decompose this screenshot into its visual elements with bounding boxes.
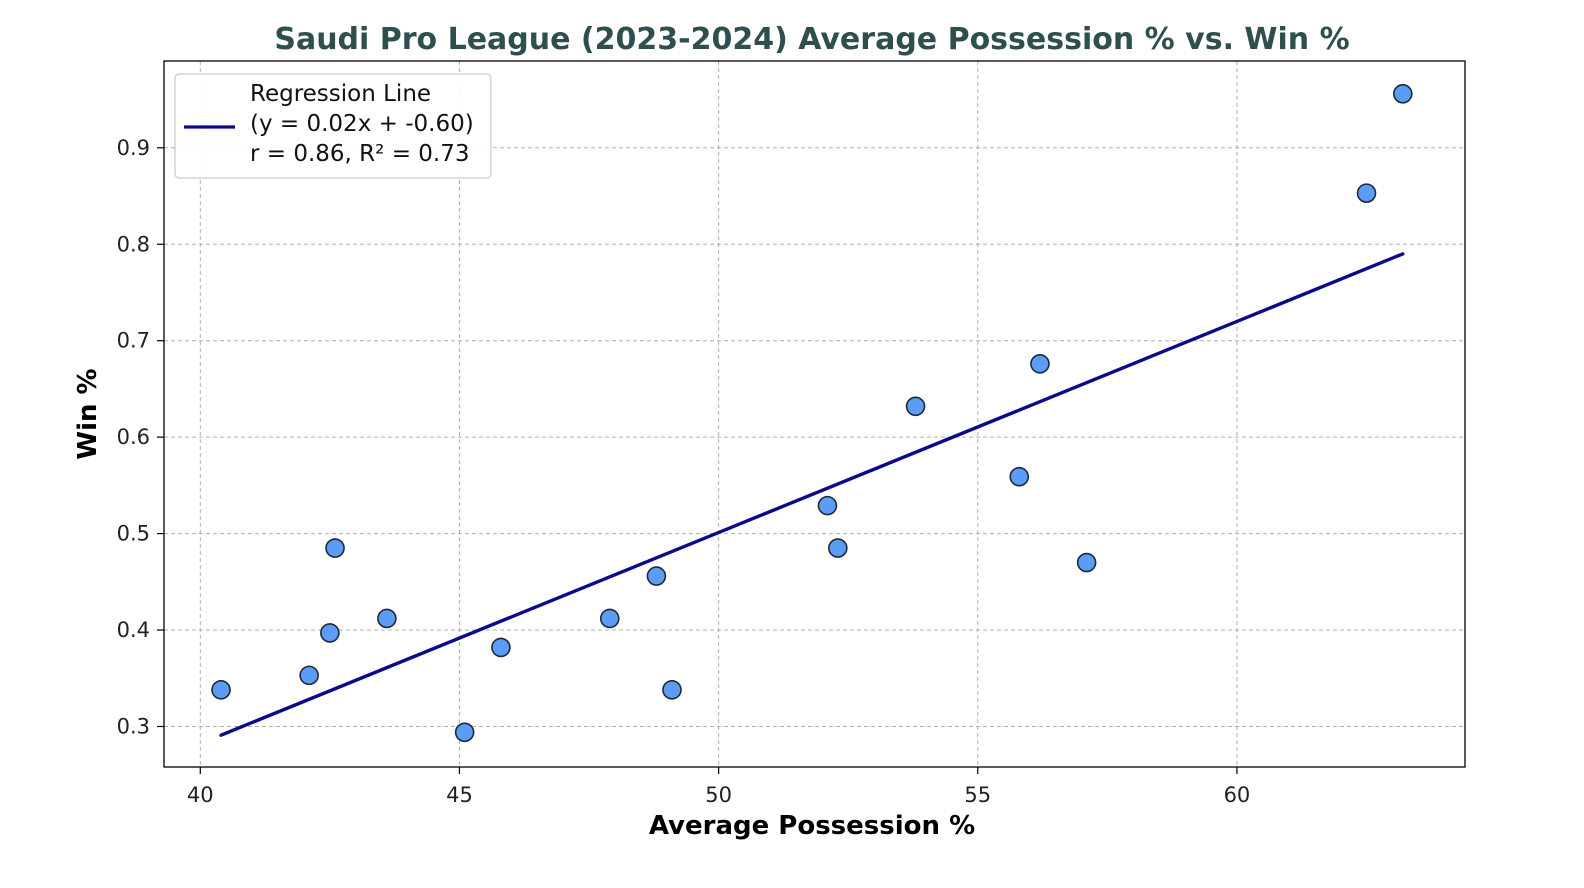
data-point: [454, 722, 475, 743]
data-point: [1076, 552, 1097, 573]
x-tick-label: 50: [705, 783, 732, 807]
data-point: [817, 495, 838, 516]
data-point: [599, 608, 620, 629]
data-point: [828, 538, 848, 558]
x-tick-label: 55: [964, 783, 991, 807]
data-points: [211, 83, 1413, 743]
data-point: [905, 396, 926, 417]
plot-area-frame: [163, 60, 1466, 768]
data-point: [377, 608, 397, 629]
data-point: [1009, 466, 1030, 487]
y-tick-label: 0.7: [117, 329, 150, 353]
y-tick-label: 0.6: [117, 425, 150, 449]
regression-line-layer: [219, 252, 1405, 737]
data-point: [1393, 83, 1413, 104]
x-tick-label: 60: [1224, 783, 1251, 807]
y-tick-label: 0.3: [117, 714, 150, 738]
y-tick-label: 0.8: [117, 232, 150, 256]
data-point: [1356, 183, 1377, 203]
y-tick-label: 0.9: [117, 136, 150, 160]
axis-ticks: 40 45 50 55 60 0.3 0.4 0.5 0.6 0.7 0.8 0.9: [117, 136, 1251, 807]
legend-label-line1: Regression Line: [250, 81, 431, 107]
x-tick-label: 40: [187, 783, 214, 807]
data-point: [325, 538, 345, 558]
data-point: [211, 680, 231, 700]
y-tick-label: 0.5: [117, 522, 150, 546]
data-point: [646, 566, 667, 586]
x-axis-label: Average Possession %: [649, 811, 975, 841]
data-point: [662, 680, 682, 700]
data-point: [491, 637, 511, 658]
legend-label-line3: r = 0.86, R² = 0.73: [250, 141, 470, 167]
x-tick-label: 45: [446, 783, 473, 807]
y-tick-label: 0.4: [117, 618, 150, 642]
data-point: [299, 665, 319, 686]
legend: Regression Line (y = 0.02x + -0.60) r = …: [174, 73, 492, 179]
y-axis-label: Win %: [73, 368, 103, 459]
chart-title: Saudi Pro League (2023-2024) Average Pos…: [274, 22, 1349, 57]
regression-line: [219, 252, 1405, 737]
legend-box: [174, 73, 492, 179]
data-point: [1030, 354, 1050, 374]
legend-label-line2: (y = 0.02x + -0.60): [250, 111, 474, 137]
grid-lines: [164, 61, 1465, 767]
data-point: [320, 623, 340, 643]
